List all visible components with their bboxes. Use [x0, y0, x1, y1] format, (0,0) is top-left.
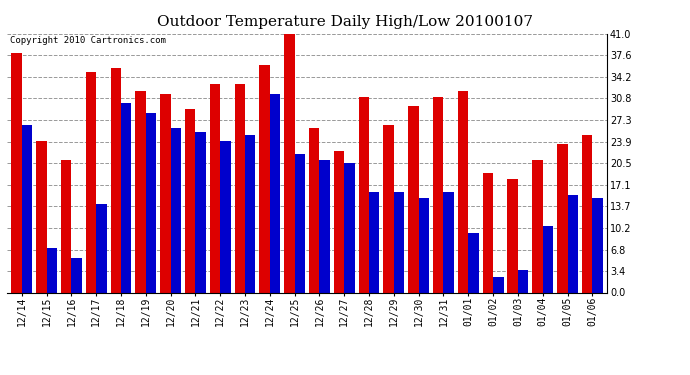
Bar [284, 34, 295, 292]
Bar [483, 172, 493, 292]
Bar [384, 125, 394, 292]
Bar [210, 84, 220, 292]
Bar [507, 179, 518, 292]
Bar [319, 160, 330, 292]
Text: Outdoor Temperature Daily High/Low 20100107: Outdoor Temperature Daily High/Low 20100… [157, 15, 533, 29]
Bar [220, 141, 230, 292]
Bar [344, 163, 355, 292]
Bar [469, 232, 479, 292]
Bar [592, 198, 603, 292]
Bar [532, 160, 543, 292]
Bar [518, 270, 529, 292]
Bar [245, 135, 255, 292]
Bar [22, 125, 32, 292]
Bar [110, 69, 121, 292]
Bar [557, 144, 567, 292]
Bar [121, 103, 131, 292]
Bar [582, 135, 592, 292]
Bar [259, 65, 270, 292]
Bar [493, 277, 504, 292]
Bar [146, 112, 156, 292]
Bar [334, 150, 344, 292]
Bar [170, 128, 181, 292]
Bar [235, 84, 245, 292]
Text: Copyright 2010 Cartronics.com: Copyright 2010 Cartronics.com [10, 36, 166, 45]
Bar [86, 72, 96, 292]
Bar [61, 160, 71, 292]
Bar [433, 97, 444, 292]
Bar [567, 195, 578, 292]
Bar [71, 258, 82, 292]
Bar [11, 53, 22, 292]
Bar [135, 90, 146, 292]
Bar [444, 192, 454, 292]
Bar [369, 192, 380, 292]
Bar [359, 97, 369, 292]
Bar [408, 106, 419, 292]
Bar [96, 204, 107, 292]
Bar [195, 132, 206, 292]
Bar [47, 248, 57, 292]
Bar [419, 198, 429, 292]
Bar [36, 141, 47, 292]
Bar [543, 226, 553, 292]
Bar [394, 192, 404, 292]
Bar [458, 90, 469, 292]
Bar [295, 154, 305, 292]
Bar [309, 128, 319, 292]
Bar [270, 94, 280, 292]
Bar [185, 110, 195, 292]
Bar [160, 94, 170, 292]
